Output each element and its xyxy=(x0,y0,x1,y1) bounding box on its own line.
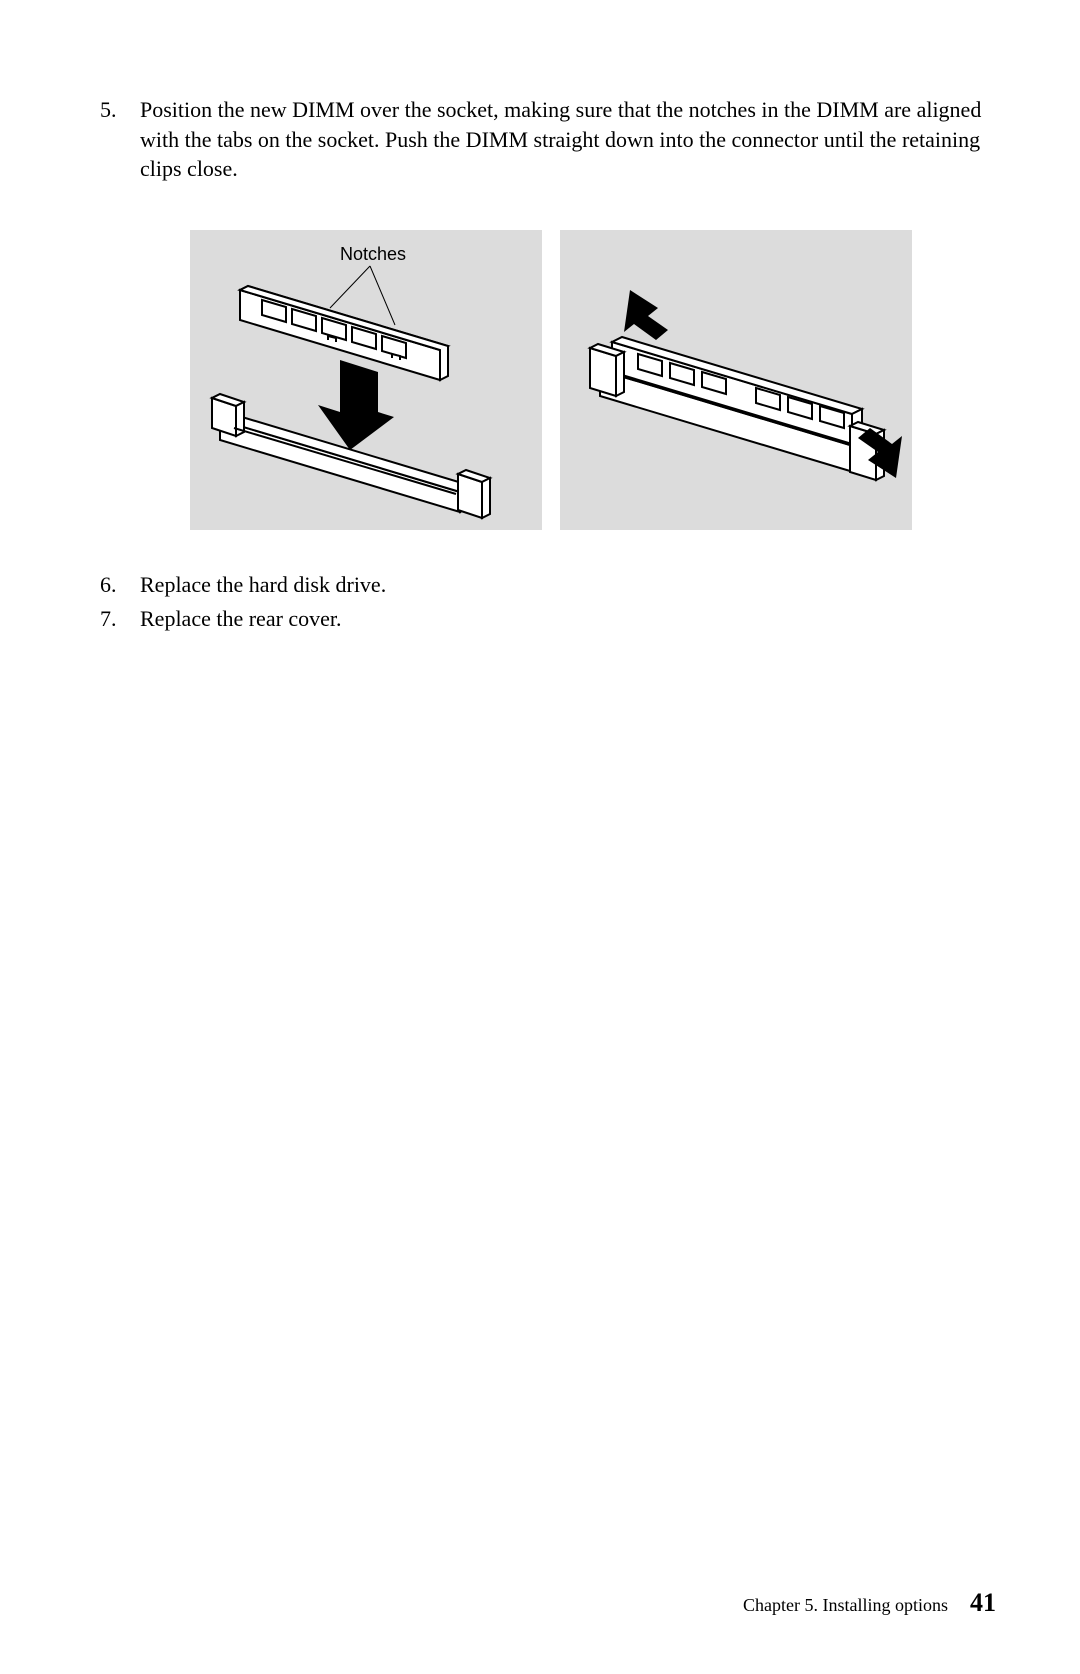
instruction-list-2: 6. Replace the hard disk drive. 7. Repla… xyxy=(80,570,1000,633)
instruction-list: 5. Position the new DIMM over the socket… xyxy=(80,95,1000,184)
chapter-label: Chapter 5. Installing options xyxy=(743,1595,948,1616)
notches-label: Notches xyxy=(340,244,406,265)
page-footer: Chapter 5. Installing options 41 xyxy=(743,1588,996,1618)
step-text: Replace the hard disk drive. xyxy=(140,570,1000,600)
step-number: 5. xyxy=(100,95,140,184)
step-7: 7. Replace the rear cover. xyxy=(100,604,1000,634)
dimm-insert-icon xyxy=(190,230,542,530)
step-6: 6. Replace the hard disk drive. xyxy=(100,570,1000,600)
page-number: 41 xyxy=(970,1588,996,1618)
figure-dimm-seated xyxy=(560,230,912,530)
figure-row: Notches xyxy=(190,230,1000,530)
step-number: 6. xyxy=(100,570,140,600)
step-5: 5. Position the new DIMM over the socket… xyxy=(100,95,1000,184)
step-number: 7. xyxy=(100,604,140,634)
dimm-seated-icon xyxy=(560,230,912,530)
step-text: Position the new DIMM over the socket, m… xyxy=(140,95,1000,184)
figure-dimm-insert: Notches xyxy=(190,230,542,530)
step-text: Replace the rear cover. xyxy=(140,604,1000,634)
